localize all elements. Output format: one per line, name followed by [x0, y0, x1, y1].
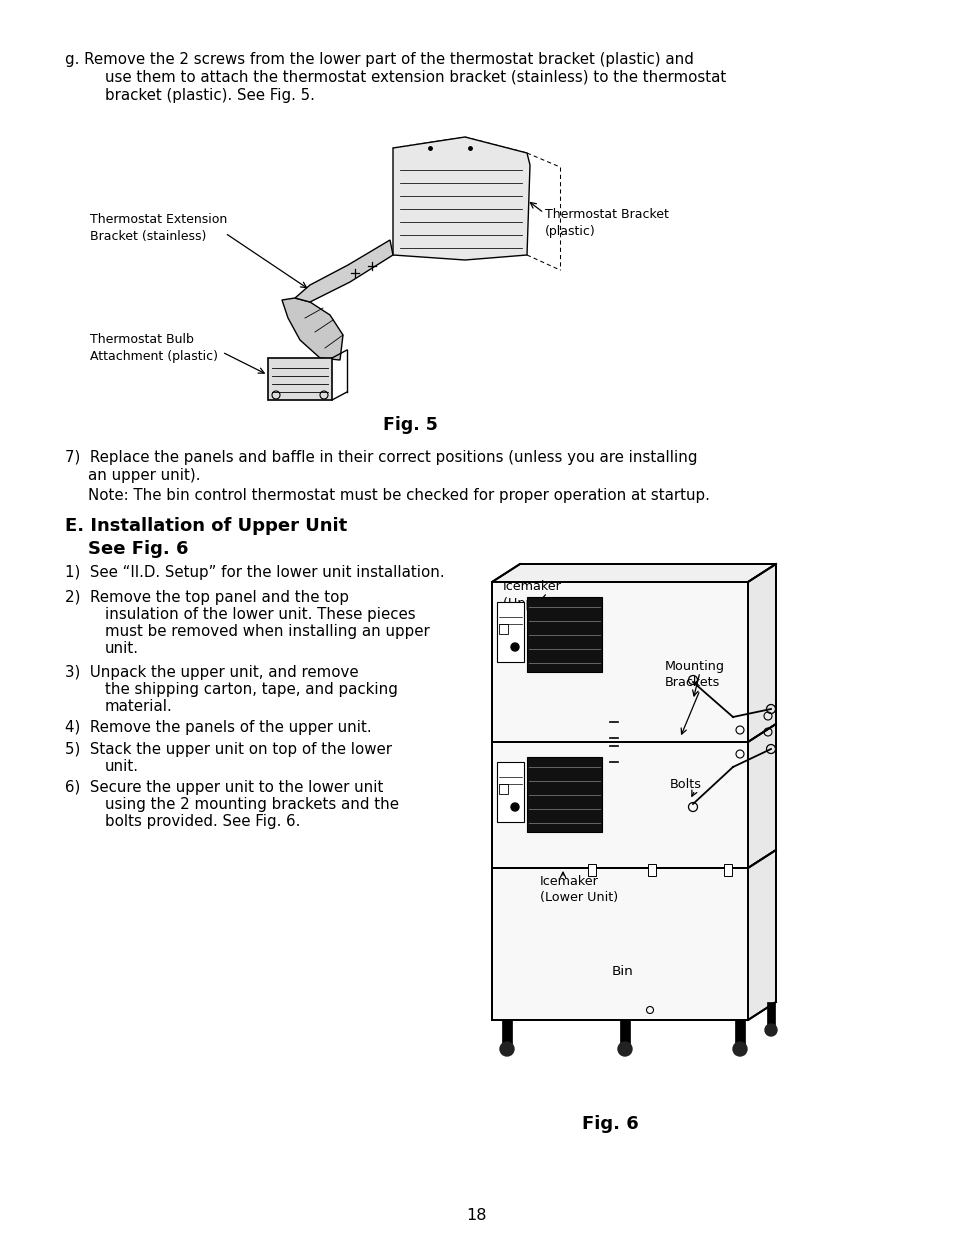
Bar — [497, 762, 523, 823]
Bar — [766, 1002, 774, 1028]
Text: Mounting
Brackets: Mounting Brackets — [664, 659, 724, 689]
Text: an upper unit).: an upper unit). — [88, 468, 200, 483]
Text: Icemaker
(Lower Unit): Icemaker (Lower Unit) — [539, 876, 618, 904]
Text: Icemaker
(Upper Unit): Icemaker (Upper Unit) — [502, 580, 581, 610]
Polygon shape — [747, 564, 775, 742]
Circle shape — [499, 1042, 514, 1056]
Text: Thermostat Extension
Bracket (stainless): Thermostat Extension Bracket (stainless) — [90, 212, 227, 243]
Circle shape — [618, 1042, 631, 1056]
Text: E. Installation of Upper Unit: E. Installation of Upper Unit — [65, 517, 347, 535]
Polygon shape — [393, 137, 530, 261]
Text: g. Remove the 2 screws from the lower part of the thermostat bracket (plastic) a: g. Remove the 2 screws from the lower pa… — [65, 52, 693, 67]
Bar — [723, 864, 731, 876]
Text: See Fig. 6: See Fig. 6 — [88, 540, 189, 558]
Text: Bin: Bin — [612, 965, 633, 978]
Polygon shape — [282, 298, 343, 359]
Text: 7)  Replace the panels and baffle in their correct positions (unless you are ins: 7) Replace the panels and baffle in thei… — [65, 450, 697, 466]
Polygon shape — [747, 850, 775, 1020]
Text: insulation of the lower unit. These pieces: insulation of the lower unit. These piec… — [105, 606, 416, 622]
Text: the shipping carton, tape, and packing: the shipping carton, tape, and packing — [105, 682, 397, 697]
Bar — [498, 784, 507, 794]
Text: 5)  Stack the upper unit on top of the lower: 5) Stack the upper unit on top of the lo… — [65, 742, 392, 757]
Bar — [619, 1020, 629, 1045]
Text: 4)  Remove the panels of the upper unit.: 4) Remove the panels of the upper unit. — [65, 720, 372, 735]
Bar — [492, 582, 747, 742]
Text: unit.: unit. — [105, 641, 139, 656]
Text: material.: material. — [105, 699, 172, 714]
Bar — [647, 864, 656, 876]
Bar — [587, 864, 596, 876]
Bar — [268, 358, 332, 400]
Bar — [492, 742, 747, 868]
Text: Thermostat Bracket
(plastic): Thermostat Bracket (plastic) — [544, 207, 668, 238]
Circle shape — [511, 643, 518, 651]
Bar — [734, 1020, 744, 1045]
Text: 3)  Unpack the upper unit, and remove: 3) Unpack the upper unit, and remove — [65, 664, 358, 680]
Text: use them to attach the thermostat extension bracket (stainless) to the thermosta: use them to attach the thermostat extens… — [105, 70, 725, 85]
Text: bracket (plastic). See Fig. 5.: bracket (plastic). See Fig. 5. — [105, 88, 314, 103]
Text: Bolts: Bolts — [669, 778, 701, 790]
Circle shape — [764, 1024, 776, 1036]
Polygon shape — [492, 564, 775, 582]
Text: Note: The bin control thermostat must be checked for proper operation at startup: Note: The bin control thermostat must be… — [88, 488, 709, 503]
Polygon shape — [747, 724, 775, 868]
Bar — [492, 868, 747, 1020]
Text: 6)  Secure the upper unit to the lower unit: 6) Secure the upper unit to the lower un… — [65, 781, 383, 795]
Text: unit.: unit. — [105, 760, 139, 774]
Text: using the 2 mounting brackets and the: using the 2 mounting brackets and the — [105, 797, 398, 811]
Text: Fig. 5: Fig. 5 — [382, 416, 437, 433]
Bar — [526, 597, 601, 672]
Text: 1)  See “II.D. Setup” for the lower unit installation.: 1) See “II.D. Setup” for the lower unit … — [65, 564, 444, 580]
Text: 2)  Remove the top panel and the top: 2) Remove the top panel and the top — [65, 590, 349, 605]
Bar — [501, 1020, 512, 1045]
Polygon shape — [294, 240, 393, 303]
Text: Thermostat Bulb
Attachment (plastic): Thermostat Bulb Attachment (plastic) — [90, 333, 218, 363]
Bar — [498, 624, 507, 634]
Bar — [497, 601, 523, 662]
Circle shape — [732, 1042, 746, 1056]
Bar — [526, 757, 601, 832]
Text: bolts provided. See Fig. 6.: bolts provided. See Fig. 6. — [105, 814, 300, 829]
Text: must be removed when installing an upper: must be removed when installing an upper — [105, 624, 429, 638]
Text: 18: 18 — [466, 1208, 487, 1223]
Circle shape — [511, 803, 518, 811]
Text: Fig. 6: Fig. 6 — [581, 1115, 638, 1132]
